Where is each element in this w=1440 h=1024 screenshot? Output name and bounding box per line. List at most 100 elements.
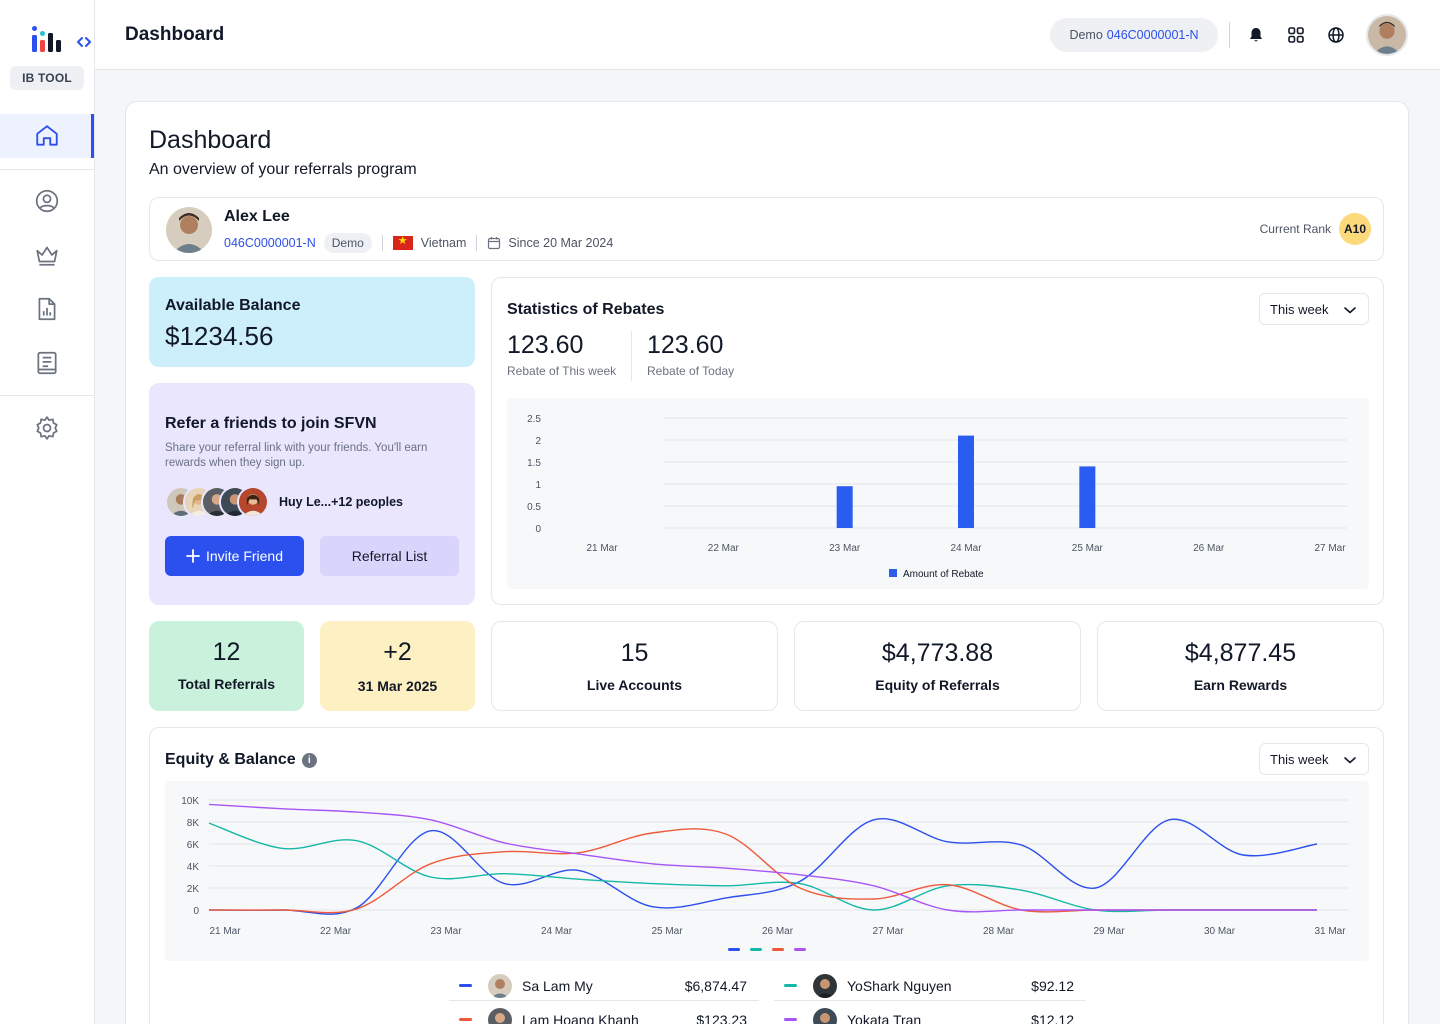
equity-period-value: This week — [1270, 751, 1329, 767]
calendar-icon — [488, 237, 501, 250]
x-tick-label: 25 Mar — [651, 926, 683, 937]
x-tick-label: 27 Mar — [872, 926, 904, 937]
sidebar-item-profile[interactable] — [0, 179, 94, 223]
legend-color — [459, 1018, 472, 1021]
sidebar-item-docs[interactable] — [0, 341, 94, 385]
legend-name: YoShark Nguyen — [847, 977, 952, 994]
page-subtitle: An overview of your referrals program — [149, 161, 417, 178]
user-avatar[interactable] — [1366, 14, 1408, 56]
x-tick-label: 21 Mar — [586, 543, 618, 554]
legend-swatch — [772, 948, 784, 951]
total-referrals-tile: 12 Total Referrals — [149, 621, 304, 711]
invite-friend-label: Invite Friend — [205, 548, 284, 564]
chevron-down-icon — [1344, 757, 1356, 764]
rebates-period-value: This week — [1270, 301, 1329, 317]
equity-referrals-label: Equity of Referrals — [875, 677, 1000, 693]
rebates-period-select[interactable]: This week — [1259, 293, 1369, 325]
available-balance-card: Available Balance $1234.56 — [149, 277, 475, 367]
y-tick-label: 2.5 — [527, 414, 541, 425]
bar — [836, 486, 853, 528]
rebate-today-label: Rebate of Today — [647, 364, 735, 378]
avatar — [813, 973, 837, 998]
rebate-week-label: Rebate of This week — [507, 364, 617, 378]
account-type: Demo — [1069, 28, 1103, 42]
x-tick-label: 26 Mar — [1193, 543, 1225, 554]
sidebar-item-rank[interactable] — [0, 233, 94, 277]
legend-color — [784, 984, 797, 987]
series-line — [208, 817, 1318, 915]
account-type-tag: Demo — [323, 233, 372, 253]
earn-rewards-value: $4,877.45 — [1184, 639, 1297, 667]
y-tick-label: 4K — [187, 862, 200, 873]
refer-card: Refer a friends to join SFVN Share your … — [149, 383, 475, 605]
y-tick-label: 10K — [181, 796, 199, 807]
y-tick-label: 6K — [187, 840, 200, 851]
globe-icon[interactable] — [1326, 25, 1346, 45]
legend-value: $6,874.47 — [684, 977, 747, 994]
profile-avatar — [166, 207, 212, 253]
legend-item[interactable]: Yokata Tran $12.12 — [774, 1005, 1086, 1024]
x-tick-label: 23 Mar — [829, 543, 861, 554]
referral-list-button[interactable]: Referral List — [320, 536, 459, 576]
avatar — [488, 1007, 512, 1024]
info-icon[interactable]: i — [301, 753, 317, 768]
rebates-statistics-card: Statistics of Rebates This week 123.60 R… — [491, 277, 1384, 605]
y-tick-label: 8K — [187, 818, 200, 829]
bar — [958, 435, 974, 528]
equity-referrals-value: $4,773.88 — [881, 639, 994, 667]
x-tick-label: 21 Mar — [209, 926, 241, 937]
invite-friend-button[interactable]: Invite Friend — [165, 536, 304, 576]
profile-account-id[interactable]: 046C0000001-N — [224, 236, 316, 250]
code-collapse-icon[interactable] — [76, 34, 92, 50]
sidebar-item-home[interactable] — [0, 114, 94, 158]
legend-value: $123.23 — [696, 1011, 747, 1024]
x-tick-label: 30 Mar — [1204, 926, 1236, 937]
avatar — [237, 486, 269, 518]
x-tick-label: 28 Mar — [983, 926, 1015, 937]
legend-item[interactable]: YoShark Nguyen $92.12 — [774, 971, 1086, 1001]
rebate-today-value: 123.60 — [647, 331, 724, 359]
live-accounts-label: Live Accounts — [586, 677, 683, 693]
y-tick-label: 1 — [535, 480, 541, 491]
equity-period-select[interactable]: This week — [1259, 743, 1369, 775]
legend-value: $12.12 — [1031, 1011, 1074, 1024]
referral-list-label: Referral List — [351, 548, 428, 564]
rank-label: Current Rank — [1259, 222, 1331, 236]
total-referrals-value: 12 — [212, 638, 241, 666]
y-tick-label: 1.5 — [527, 458, 541, 469]
rebate-bar-chart: 2.5 2 1.5 1 0.5 0 21 Mar 22 Mar 23 Mar 24 Mar 25 M… — [527, 414, 1347, 580]
x-tick-label: 26 Mar — [762, 926, 794, 937]
equity-line-chart: 10K 8K 6K 4K 2K 0 21 Mar 22 Mar 23 Mar 24 Mar 25 M… — [181, 796, 1349, 951]
vietnam-flag-icon — [392, 234, 413, 250]
legend-label: Amount of Rebate — [903, 569, 984, 580]
header-title: Dashboard — [125, 24, 225, 45]
balance-label: Available Balance — [165, 297, 301, 314]
legend-swatch — [889, 569, 897, 577]
sidebar-item-reports[interactable] — [0, 287, 94, 331]
legend-name: Sa Lam My — [522, 977, 593, 994]
crown-icon — [36, 246, 58, 266]
logo-icon — [32, 26, 61, 52]
profile-meta: 046C0000001-N Demo Vietnam Since 20 Mar … — [224, 232, 613, 254]
report-icon — [38, 297, 56, 321]
avatar — [488, 973, 512, 998]
referral-avatars — [165, 486, 269, 520]
y-tick-label: 0 — [535, 524, 541, 535]
legend-color — [784, 1018, 797, 1021]
legend-item[interactable]: Sa Lam My $6,874.47 — [449, 971, 759, 1001]
live-accounts-value: 15 — [620, 639, 649, 667]
top-header: Dashboard Demo 046C0000001-N — [95, 0, 1440, 70]
profile-country: Vietnam — [420, 236, 467, 250]
y-tick-label: 0.5 — [527, 502, 541, 513]
account-switcher[interactable]: Demo 046C0000001-N — [1050, 18, 1218, 52]
bell-icon[interactable] — [1246, 25, 1266, 45]
rebate-chart: 2.5 2 1.5 1 0.5 0 21 Mar 22 Mar 23 Mar 24 Mar 25 M… — [507, 398, 1369, 589]
profile-name: Alex Lee — [224, 208, 290, 225]
legend-name: Yokata Tran — [847, 1011, 922, 1024]
legend-swatch — [794, 948, 806, 951]
apps-grid-icon[interactable] — [1286, 25, 1306, 45]
sidebar-item-settings[interactable] — [0, 406, 94, 450]
legend-item[interactable]: Lam Hoang Khanh $123.23 — [449, 1005, 759, 1024]
y-tick-label: 2K — [187, 884, 200, 895]
account-id: 046C0000001-N — [1106, 28, 1199, 42]
